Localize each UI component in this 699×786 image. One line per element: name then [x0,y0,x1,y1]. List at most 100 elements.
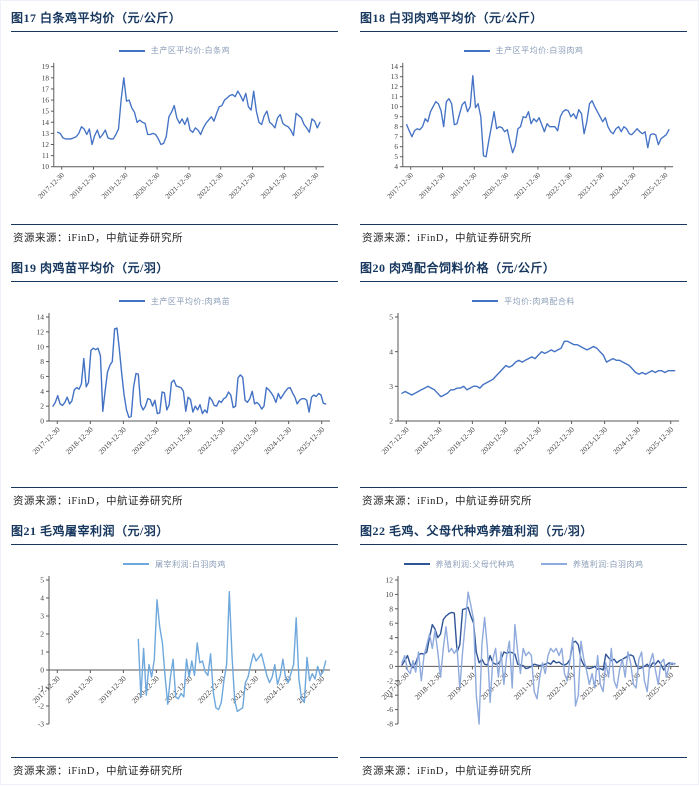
svg-text:2017-12-30: 2017-12-30 [31,425,62,456]
svg-text:2019-12-30: 2019-12-30 [449,170,479,200]
chart-legend: 屠宰利润:白羽肉鸡 [11,558,338,570]
source-block: 资源来源：iFinD，中航证券研究所 [11,224,338,247]
svg-text:2023-12-30: 2023-12-30 [227,170,257,200]
svg-text:7: 7 [394,133,398,141]
svg-text:2024-12-30: 2024-12-30 [611,425,642,456]
svg-text:12: 12 [386,576,394,585]
chart-legend: 平均价:肉鸡配合料 [360,295,687,307]
legend-label: 养殖利润:白羽肉鸡 [572,559,644,569]
svg-text:2024-12-30: 2024-12-30 [262,674,293,705]
chart-legend: 主产区平均价:肉鸡苗 [11,295,338,307]
chart-card-fig17: 图17 白条鸡平均价（元/公斤） 主产区平均价:白条鸡 10 11 12 13 14 15… [1,1,350,251]
svg-text:2022-12-30: 2022-12-30 [545,670,576,701]
source-divider [360,224,687,225]
svg-text:4: 4 [389,347,393,356]
svg-text:15: 15 [42,107,50,115]
svg-text:6: 6 [389,619,393,628]
svg-text:2020-12-30: 2020-12-30 [481,170,511,200]
svg-text:-2: -2 [387,676,393,685]
source-note: 资源来源：iFinD，中航证券研究所 [362,233,533,244]
source-divider [360,487,687,488]
svg-text:-1: -1 [38,684,44,693]
svg-text:2024-12-30: 2024-12-30 [608,170,638,200]
chart-title: 图17 白条鸡平均价（元/公斤） [11,11,182,25]
svg-text:13: 13 [391,73,399,81]
chart-legend: 养殖利润:父母代种鸡 养殖利润:白羽肉鸡 [360,558,687,570]
legend-line-swatch [540,563,567,565]
svg-text:2018-12-30: 2018-12-30 [64,425,95,456]
line-chart-fig21: -3 -2 -1 0 1 2 3 4 5 2017-12-30 2018-12-30 2019-12-… [31,576,330,729]
svg-text:2017-12-30: 2017-12-30 [31,674,62,705]
svg-text:2017-12-30: 2017-12-30 [386,170,416,200]
svg-text:13: 13 [42,129,50,137]
svg-text:2020-12-30: 2020-12-30 [130,425,161,456]
line-chart-fig17: 10 11 12 13 14 15 16 17 18 19 2017-12-30 2018-12-30… [37,62,325,200]
svg-text:14: 14 [391,63,399,71]
svg-text:2019-12-30: 2019-12-30 [100,170,130,200]
svg-text:0: 0 [40,666,44,675]
svg-text:16: 16 [42,96,50,104]
svg-text:2020-12-30: 2020-12-30 [132,170,162,200]
title-divider [11,544,338,545]
svg-text:2021-12-30: 2021-12-30 [163,425,194,456]
chart-title: 图18 白羽肉鸡平均价（元/公斤） [360,11,543,25]
legend-label: 养殖利润:父母代种鸡 [435,559,515,569]
title-divider [360,31,687,32]
source-divider [11,757,338,758]
line-chart-fig19: 0 2 4 6 8 10 12 14 2017-12-30 2018-12-30 2019-12-3… [31,313,330,456]
svg-text:0: 0 [40,417,44,426]
chart-title: 图19 肉鸡苗平均价（元/羽） [11,261,169,275]
title-divider [360,544,687,545]
svg-text:2018-12-30: 2018-12-30 [413,670,444,701]
svg-text:10: 10 [386,590,394,599]
title-divider [11,31,338,32]
svg-text:12: 12 [37,327,45,336]
svg-text:4: 4 [40,387,44,396]
legend-item: 养殖利润:父母代种鸡 [403,559,515,570]
svg-text:2: 2 [40,630,44,639]
svg-text:17: 17 [42,85,50,93]
svg-text:2017-12-30: 2017-12-30 [380,670,411,701]
svg-text:19: 19 [42,63,50,71]
legend-line-swatch [403,563,430,565]
svg-text:11: 11 [391,93,398,101]
svg-text:-3: -3 [38,720,44,729]
svg-text:8: 8 [394,123,398,131]
svg-text:2: 2 [389,417,393,426]
svg-text:2018-12-30: 2018-12-30 [413,425,444,456]
svg-text:2: 2 [389,648,393,657]
svg-text:12: 12 [42,141,50,149]
legend-item: 主产区平均价:肉鸡苗 [118,296,231,307]
svg-text:18: 18 [42,74,50,82]
svg-text:2024-12-30: 2024-12-30 [262,425,293,456]
svg-text:2022-12-30: 2022-12-30 [545,425,576,456]
chart-title: 图21 毛鸡屠宰利润（元/羽） [11,524,169,538]
svg-text:2023-12-30: 2023-12-30 [576,170,606,200]
legend-label: 主产区平均价:白羽肉鸡 [495,46,584,56]
svg-text:10: 10 [391,103,399,111]
svg-text:2: 2 [40,402,44,411]
svg-text:-2: -2 [38,702,44,711]
source-divider [11,487,338,488]
svg-text:2017-12-30: 2017-12-30 [380,425,411,456]
svg-text:4: 4 [394,163,398,171]
svg-text:8: 8 [40,357,44,366]
svg-text:2019-12-30: 2019-12-30 [97,674,128,705]
svg-text:2023-12-30: 2023-12-30 [578,425,609,456]
svg-text:4: 4 [40,594,44,603]
legend-label: 主产区平均价:肉鸡苗 [150,296,231,306]
source-note: 资源来源：iFinD，中航证券研究所 [13,766,184,777]
svg-text:10: 10 [42,163,50,171]
svg-text:-8: -8 [387,720,393,729]
source-note: 资源来源：iFinD，中航证券研究所 [362,766,533,777]
source-note: 资源来源：iFinD，中航证券研究所 [13,233,184,244]
svg-text:0: 0 [389,662,393,671]
svg-text:1: 1 [40,648,44,657]
chart-card-fig19: 图19 肉鸡苗平均价（元/羽） 主产区平均价:肉鸡苗 0 2 4 6 8 10 12 14 20… [1,251,350,514]
line-chart-fig20: 2 3 4 5 2017-12-30 2018-12-30 2019-12-30 2020-1… [380,313,679,456]
svg-text:9: 9 [394,113,398,121]
svg-text:2023-12-30: 2023-12-30 [229,425,260,456]
legend-item: 主产区平均价:白条鸡 [118,45,230,56]
